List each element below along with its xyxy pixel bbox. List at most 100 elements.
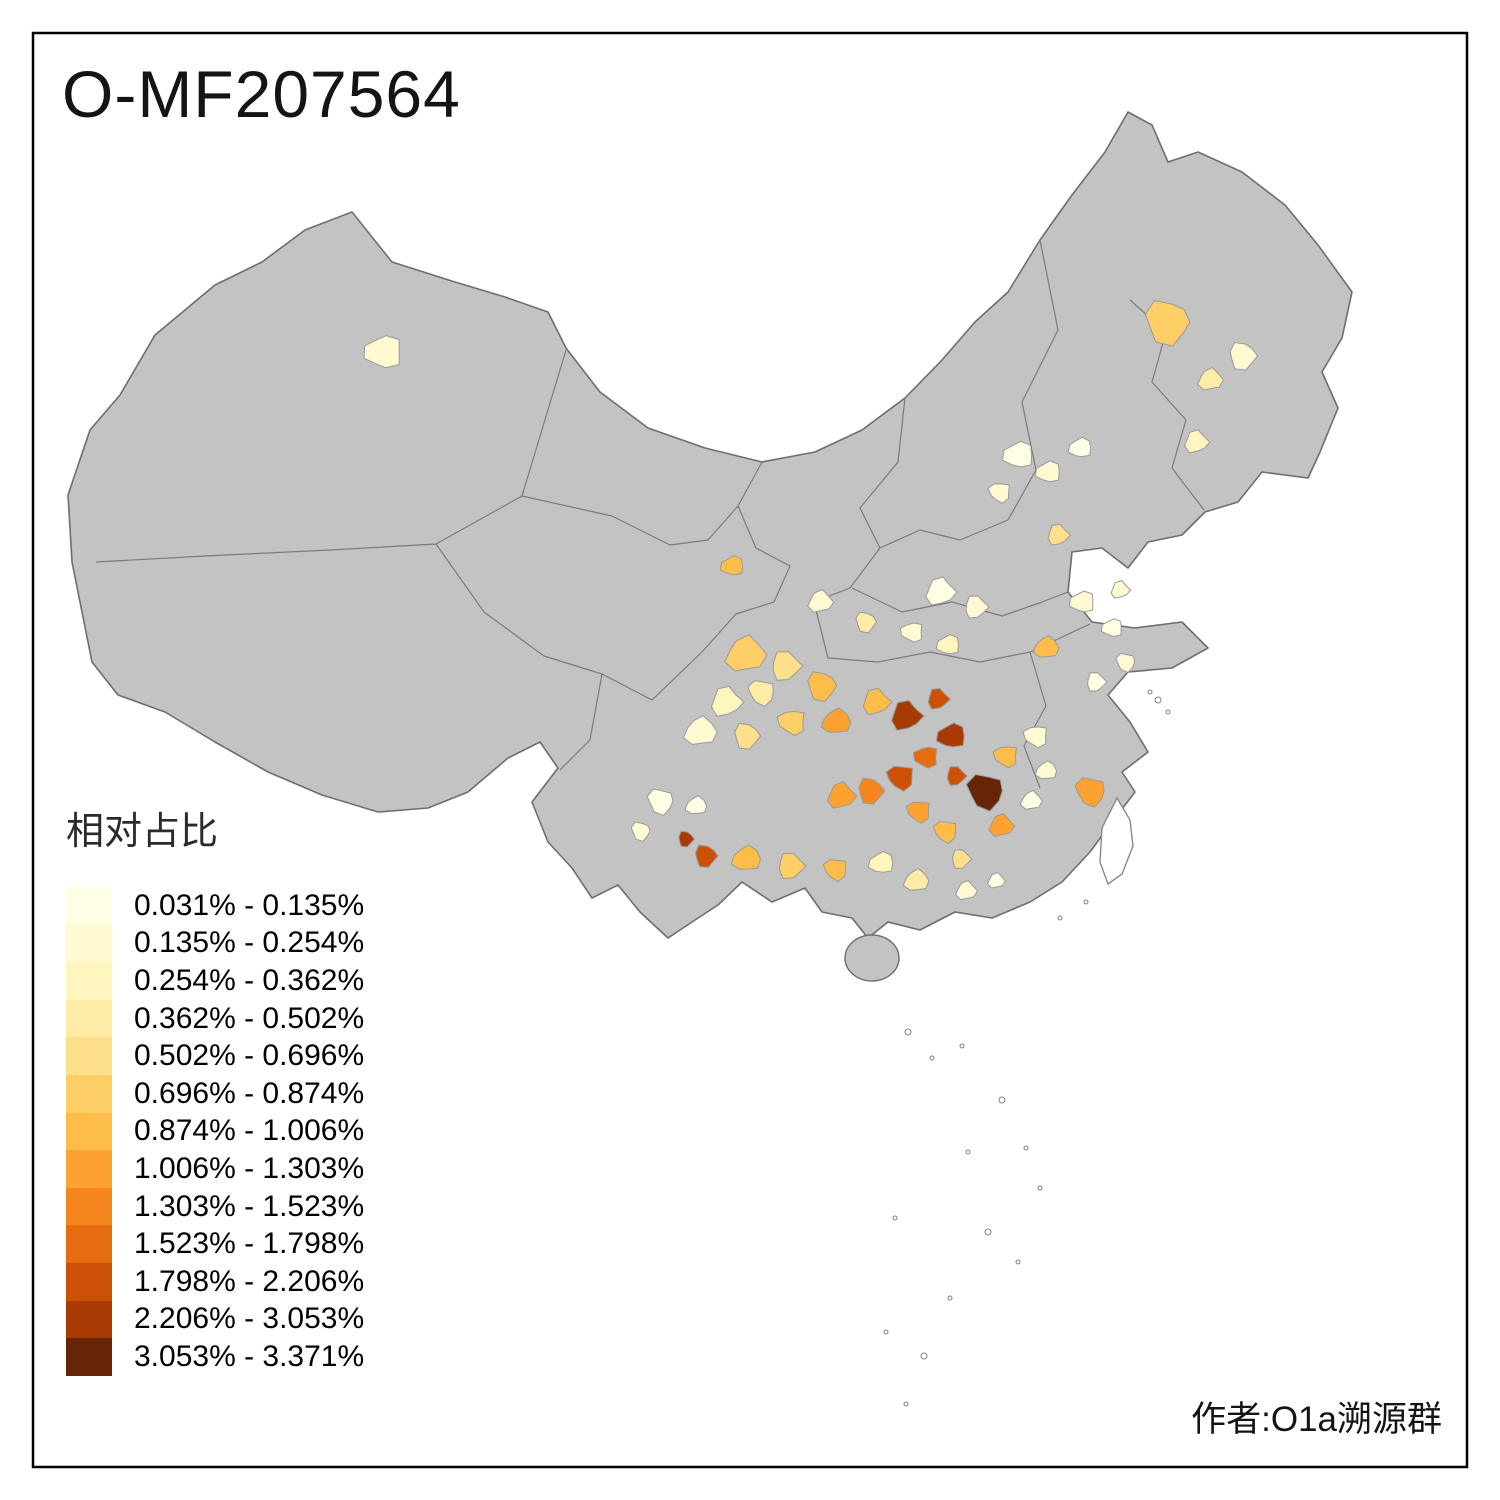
legend-label: 0.135% - 0.254%	[134, 926, 365, 960]
map-region	[965, 595, 990, 619]
map-region	[1229, 341, 1259, 371]
map-region	[694, 844, 719, 869]
map-region	[772, 651, 804, 681]
legend-label: 0.362% - 0.502%	[134, 1001, 365, 1035]
choropleth-regions	[363, 299, 1259, 901]
map-region	[1068, 590, 1094, 613]
map-region	[952, 849, 973, 869]
map-region	[925, 576, 958, 606]
legend-label: 1.798% - 2.206%	[134, 1264, 365, 1298]
map-region	[1100, 618, 1122, 637]
legend-swatch	[66, 1112, 112, 1151]
legend-swatch	[66, 1300, 112, 1339]
map-region	[646, 788, 674, 816]
map-region	[867, 850, 894, 873]
legend-label: 1.523% - 1.798%	[134, 1227, 365, 1261]
map-region	[891, 699, 925, 731]
map-region	[1115, 652, 1136, 674]
map-region	[905, 801, 930, 824]
map-region	[719, 554, 744, 576]
map-region	[778, 852, 807, 880]
map-region	[1196, 366, 1225, 391]
map-region	[807, 588, 835, 613]
map-region	[965, 773, 1003, 812]
map-region	[682, 715, 718, 745]
legend-swatch	[66, 999, 112, 1038]
map-region	[1034, 460, 1060, 483]
map-region	[955, 879, 979, 901]
legend-swatch	[66, 1338, 112, 1376]
map-region	[1047, 523, 1072, 546]
legend-label: 1.006% - 1.303%	[134, 1151, 365, 1185]
map-region	[935, 722, 965, 748]
legend-label: 0.696% - 0.874%	[134, 1076, 365, 1110]
legend-row: 1.798% - 2.206%	[66, 1262, 365, 1301]
map-region	[822, 859, 847, 883]
legend-row: 0.696% - 0.874%	[66, 1074, 365, 1113]
legend-row: 0.502% - 0.696%	[66, 1037, 364, 1075]
map-region	[826, 781, 858, 809]
legend-label: 2.206% - 3.053%	[134, 1302, 365, 1336]
legend-title: 相对占比	[66, 811, 219, 853]
legend-row: 0.031% - 0.135%	[66, 887, 364, 925]
attribution: 作者:O1a溯源群	[1191, 1400, 1442, 1439]
map-region	[1001, 440, 1033, 468]
map-region	[1032, 634, 1060, 658]
map-region	[630, 821, 651, 842]
map-region	[363, 335, 400, 369]
map-region	[885, 765, 913, 792]
offshore-islands	[883, 689, 1171, 1407]
map-region	[855, 611, 877, 634]
legend-swatch	[66, 887, 112, 925]
legend-row: 1.523% - 1.798%	[66, 1225, 364, 1263]
map-region	[710, 685, 745, 717]
map-region	[988, 813, 1016, 837]
legend-label: 0.254% - 0.362%	[134, 963, 365, 997]
map-region	[902, 867, 930, 891]
map-region	[986, 871, 1007, 889]
map-region	[1144, 299, 1191, 347]
map-region	[992, 746, 1017, 769]
map-region	[1110, 580, 1132, 599]
legend-row: 0.135% - 0.254%	[66, 924, 365, 963]
map-region	[1074, 777, 1105, 808]
legend-swatch	[66, 1225, 112, 1263]
map-region	[932, 820, 957, 845]
legend-swatch	[66, 924, 112, 963]
legend-entries: 0.031% - 0.135% 0.135% - 0.254% 0.254% - 0…	[66, 887, 364, 1376]
legend-swatch	[66, 1262, 112, 1301]
map-region	[912, 746, 938, 769]
legend-row: 0.362% - 0.502%	[66, 999, 365, 1038]
legend-row: 1.006% - 1.303%	[66, 1150, 364, 1188]
map-region	[724, 634, 768, 672]
map-region	[734, 722, 762, 750]
map-region	[746, 680, 774, 708]
map-region	[807, 671, 838, 702]
map-region	[1034, 760, 1058, 780]
legend-row: 1.303% - 1.523%	[66, 1187, 365, 1226]
map-region	[927, 687, 952, 710]
map-region	[946, 766, 968, 786]
map-region	[776, 710, 805, 737]
legend-label: 0.031% - 0.135%	[134, 888, 365, 922]
legend-label: 1.303% - 1.523%	[134, 1189, 365, 1223]
legend-swatch	[66, 962, 112, 1000]
plot-frame	[31, 31, 1469, 1469]
legend-row: 0.874% - 1.006%	[66, 1112, 365, 1151]
map-region	[1067, 436, 1092, 458]
legend-label: 3.053% - 3.371%	[134, 1339, 365, 1373]
legend-swatch	[66, 1187, 112, 1226]
map-region	[987, 483, 1010, 504]
legend: 相对占比 0.031% - 0.135% 0.135% - 0.254% 0.254…	[66, 800, 364, 1376]
legend-label: 0.874% - 1.006%	[134, 1114, 365, 1148]
map-region	[730, 844, 762, 870]
map-region	[820, 707, 852, 733]
map-region	[1184, 429, 1211, 454]
legend-swatch	[66, 1037, 112, 1075]
legend-label: 0.502% - 0.696%	[134, 1039, 365, 1073]
map-region	[684, 795, 708, 815]
legend-row: 2.206% - 3.053%	[66, 1300, 365, 1339]
map-region	[1022, 726, 1047, 749]
